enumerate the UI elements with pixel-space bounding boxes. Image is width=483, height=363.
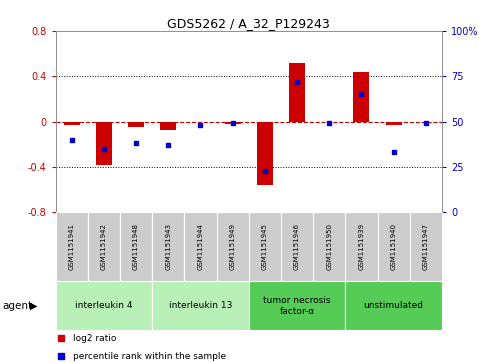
Title: GDS5262 / A_32_P129243: GDS5262 / A_32_P129243 [168, 17, 330, 30]
Text: GSM1151943: GSM1151943 [165, 223, 171, 270]
Text: GSM1151947: GSM1151947 [423, 223, 429, 270]
Bar [152, 281, 249, 330]
Bar [88, 212, 120, 281]
Bar [354, 72, 369, 122]
Bar [56, 281, 152, 330]
Text: GSM1151940: GSM1151940 [391, 223, 397, 270]
Text: GSM1151945: GSM1151945 [262, 223, 268, 270]
Bar [128, 122, 144, 127]
Text: GSM1151948: GSM1151948 [133, 223, 139, 270]
Text: interleukin 13: interleukin 13 [169, 301, 232, 310]
Bar [249, 281, 345, 330]
Bar [257, 122, 273, 185]
Text: GSM1151950: GSM1151950 [326, 223, 332, 270]
Bar [96, 122, 112, 165]
Bar [185, 212, 216, 281]
Text: tumor necrosis
factor-α: tumor necrosis factor-α [263, 296, 331, 315]
Text: GSM1151946: GSM1151946 [294, 223, 300, 270]
Bar [160, 122, 176, 130]
Bar [152, 212, 185, 281]
Text: percentile rank within the sample: percentile rank within the sample [73, 352, 226, 361]
Text: ▶: ▶ [30, 301, 38, 311]
Bar [410, 212, 442, 281]
Text: agent: agent [2, 301, 32, 311]
Bar [120, 212, 152, 281]
Bar [225, 122, 241, 124]
Bar [378, 212, 410, 281]
Text: GSM1151944: GSM1151944 [198, 223, 203, 270]
Bar [249, 212, 281, 281]
Text: GSM1151939: GSM1151939 [358, 223, 365, 270]
Bar [64, 122, 80, 125]
Bar [313, 212, 345, 281]
Bar [281, 212, 313, 281]
Text: GSM1151941: GSM1151941 [69, 223, 75, 270]
Bar [345, 212, 378, 281]
Text: unstimulated: unstimulated [364, 301, 424, 310]
Text: log2 ratio: log2 ratio [73, 334, 116, 343]
Bar [345, 281, 442, 330]
Bar [56, 212, 88, 281]
Bar [385, 122, 402, 125]
Text: GSM1151942: GSM1151942 [101, 223, 107, 270]
Text: GSM1151949: GSM1151949 [229, 223, 236, 270]
Bar [216, 212, 249, 281]
Bar [289, 62, 305, 122]
Text: interleukin 4: interleukin 4 [75, 301, 133, 310]
